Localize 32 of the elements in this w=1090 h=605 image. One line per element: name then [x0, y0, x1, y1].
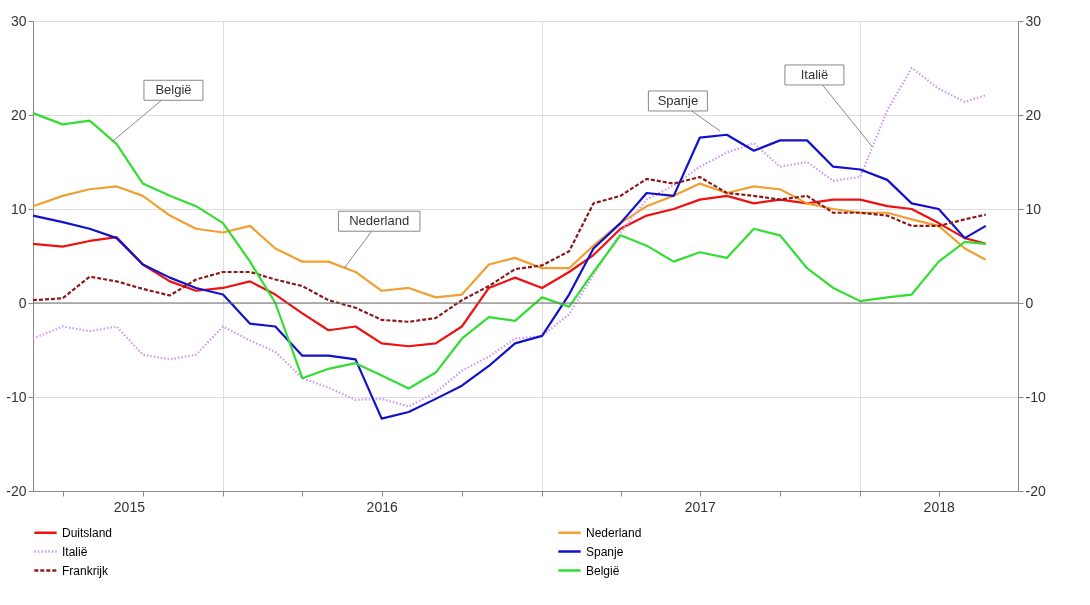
- annotation: Italië: [800, 66, 829, 82]
- y-tick-label: -10: [6, 388, 27, 405]
- line-series: [31, 112, 987, 390]
- y-tick-label: 30: [10, 12, 27, 29]
- y2-tick-label: -20: [1025, 482, 1046, 499]
- y2-tick-label: 10: [1025, 200, 1042, 217]
- annotation: Nederland: [349, 213, 410, 229]
- legend-label: Italië: [62, 544, 88, 559]
- line-series: [31, 194, 987, 348]
- legend-label: Duitsland: [62, 525, 113, 540]
- y2-tick-label: 30: [1025, 12, 1042, 29]
- y2-tick-label: 0: [1025, 294, 1034, 311]
- line-series: [31, 175, 987, 323]
- legend-label: België: [586, 563, 620, 578]
- legend-label: Frankrijk: [62, 563, 109, 578]
- x-tick-label: 2016: [366, 498, 398, 515]
- annotation: Spanje: [657, 92, 699, 108]
- annotation: België: [155, 82, 192, 98]
- y-tick-label: 0: [18, 294, 27, 311]
- x-tick-label: 2017: [684, 498, 717, 515]
- y-tick-label: 10: [10, 200, 27, 217]
- x-tick-label: 2018: [923, 498, 955, 515]
- line-series: [31, 133, 987, 420]
- y-tick-label: -20: [6, 482, 27, 499]
- y-tick-label: 20: [10, 106, 27, 123]
- line-series: [31, 182, 987, 299]
- y2-tick-label: -10: [1025, 388, 1046, 405]
- x-tick-label: 2015: [113, 498, 146, 515]
- y2-tick-label: 20: [1025, 106, 1042, 123]
- legend-label: Nederland: [586, 525, 642, 540]
- line-series: [31, 66, 987, 408]
- legend-label: Spanje: [586, 544, 624, 559]
